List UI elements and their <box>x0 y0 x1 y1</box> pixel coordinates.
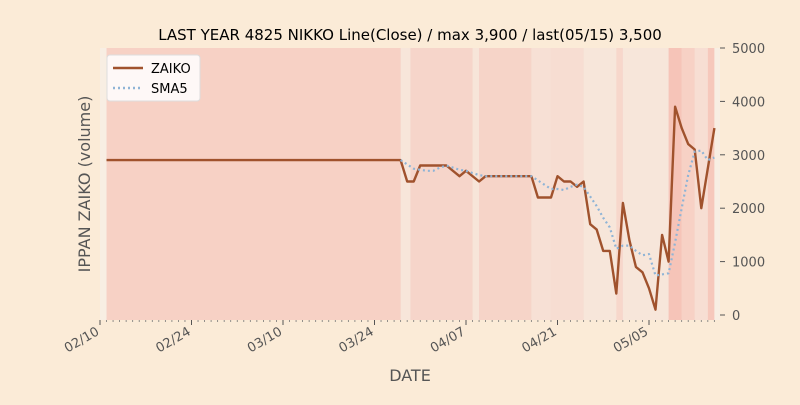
band-6 <box>550 48 584 320</box>
x-tick-label-5: 04/21 <box>520 324 560 356</box>
y-axis: 0 1000 2000 3000 4000 5000 <box>720 42 765 324</box>
legend: ZAIKO SMA5 <box>106 54 201 102</box>
chart-title: LAST YEAR 4825 NIKKO Line(Close) / max 3… <box>158 26 662 44</box>
plot-area <box>100 48 720 320</box>
legend-label-sma5: SMA5 <box>151 82 188 97</box>
band-13 <box>707 48 715 320</box>
y-tick-label-3000: 3000 <box>732 149 765 164</box>
x-axis: 02/10 02/24 03/10 03/24 04/07 04/21 05/05 <box>62 320 715 356</box>
band-3 <box>472 48 480 320</box>
series-line-zaiko <box>106 105 716 311</box>
band-9 <box>622 48 669 320</box>
band-5 <box>531 48 551 320</box>
band-7 <box>583 48 617 320</box>
band-10 <box>668 48 682 320</box>
x-tick-label-6: 05/05 <box>611 324 651 356</box>
y-tick-label-1000: 1000 <box>732 256 765 271</box>
band-11 <box>681 48 695 320</box>
series-group <box>106 105 716 311</box>
band-4 <box>479 48 532 320</box>
y-tick-label-4000: 4000 <box>732 95 765 110</box>
y-tick-label-0: 0 <box>732 309 740 324</box>
y-tick-label-2000: 2000 <box>732 202 765 217</box>
bands-group <box>106 48 715 320</box>
x-tick-label-0: 02/10 <box>62 324 102 356</box>
x-tick-label-2: 03/10 <box>245 324 285 356</box>
y-tick-label-5000: 5000 <box>732 42 765 57</box>
band-12 <box>694 48 708 320</box>
x-axis-label: DATE <box>389 366 431 385</box>
y-axis-label: IPPAN ZAIKO (volume) <box>75 96 94 273</box>
series-line-sma5 <box>399 149 715 277</box>
x-tick-label-1: 02/24 <box>154 324 194 356</box>
x-tick-label-4: 04/07 <box>428 324 468 356</box>
x-tick-label-3: 03/24 <box>337 324 377 356</box>
legend-label-zaiko: ZAIKO <box>151 62 191 77</box>
band-2 <box>410 48 473 320</box>
band-1 <box>400 48 411 320</box>
legend-box <box>106 54 201 102</box>
band-8 <box>616 48 623 320</box>
